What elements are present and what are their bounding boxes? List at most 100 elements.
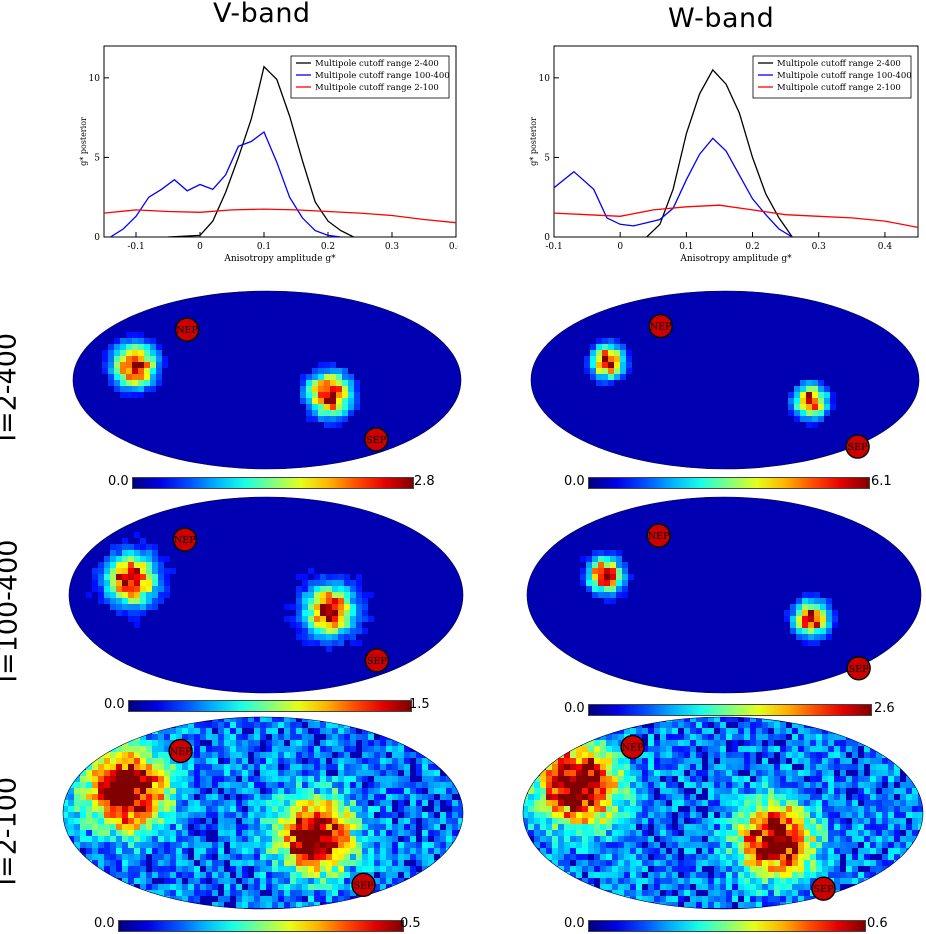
anisotropy-map-w-100-400: NEP SEP bbox=[526, 496, 922, 694]
colorbar-gradient bbox=[132, 477, 414, 489]
colorbar-gradient bbox=[118, 920, 404, 932]
y-tick-label: 5 bbox=[544, 153, 550, 163]
pole-label: NEP bbox=[174, 535, 196, 546]
sep-marker: SEP bbox=[846, 656, 871, 681]
colorbar-max: 1.5 bbox=[409, 697, 430, 712]
pole-circle bbox=[174, 317, 200, 342]
colorbar-gradient bbox=[588, 477, 870, 489]
pole-circle bbox=[364, 427, 389, 452]
colorbar-min: 0.0 bbox=[104, 697, 125, 712]
row-label-2-400: l=2-400 bbox=[0, 332, 23, 442]
nep-marker: NEP bbox=[174, 317, 200, 342]
colorbar-v-100-400: 0.0 1.5 bbox=[104, 697, 444, 713]
sep-marker: SEP bbox=[364, 427, 389, 452]
legend: Multipole cutoff range 2-400 Multipole cu… bbox=[290, 55, 450, 99]
colorbar-gradient bbox=[588, 920, 866, 932]
series-line-2 bbox=[554, 204, 918, 229]
colorbar-min: 0.0 bbox=[564, 701, 585, 716]
legend-label: Multipole cutoff range 2-100 bbox=[315, 83, 439, 93]
map-outline bbox=[522, 716, 924, 910]
anisotropy-map-v-100-400: NEP SEP bbox=[68, 496, 464, 694]
colorbar-max: 0.5 bbox=[400, 916, 421, 931]
y-axis-label: g* posterior bbox=[79, 117, 88, 166]
pole-label: SEP bbox=[366, 435, 386, 446]
colorbar-gradient bbox=[588, 704, 872, 716]
x-tick-label: 0.1 bbox=[257, 242, 271, 252]
colorbar-w-2-400: 0.0 6.1 bbox=[564, 474, 904, 490]
x-tick-label: 0.4 bbox=[449, 242, 458, 252]
colorbar-max: 0.6 bbox=[867, 916, 888, 931]
x-tick-label: 0.1 bbox=[679, 242, 693, 252]
nep-marker: NEP bbox=[648, 313, 673, 339]
colorbar-max: 2.6 bbox=[874, 701, 895, 716]
sep-marker: SEP bbox=[811, 876, 836, 901]
map-outline bbox=[62, 716, 464, 910]
map-outline bbox=[72, 290, 462, 470]
legend-box bbox=[290, 55, 450, 99]
x-tick-label: 0.2 bbox=[745, 242, 759, 252]
map-outline bbox=[526, 496, 922, 694]
anisotropy-map-v-2-100: NEP SEP bbox=[62, 716, 464, 910]
series-line-1 bbox=[110, 130, 341, 237]
colorbar-gradient bbox=[128, 700, 412, 712]
colorbar-v-2-400: 0.0 2.8 bbox=[108, 474, 438, 490]
pole-circle bbox=[646, 523, 671, 548]
pole-label: NEP bbox=[176, 325, 198, 336]
colorbar-min: 0.0 bbox=[564, 474, 585, 489]
colorbar-max: 2.8 bbox=[414, 474, 435, 489]
legend-label: Multipole cutoff range 2-400 bbox=[315, 59, 439, 69]
map-pixels bbox=[63, 717, 463, 909]
row-label-2-100: l=2-100 bbox=[0, 776, 23, 886]
legend-box bbox=[752, 55, 912, 99]
pole-label: NEP bbox=[170, 746, 192, 757]
legend-label: Multipole cutoff range 100-400 bbox=[315, 71, 450, 81]
map-outline bbox=[530, 290, 920, 470]
x-tick-label: 0.3 bbox=[812, 242, 827, 252]
map-pixels bbox=[523, 717, 923, 909]
series-line-2 bbox=[104, 208, 456, 224]
pole-circle bbox=[846, 656, 871, 681]
x-axis-label: Anisotropy amplitude g* bbox=[223, 254, 336, 264]
pole-circle bbox=[351, 872, 376, 897]
pole-label: SEP bbox=[814, 884, 834, 895]
x-tick-label: 0 bbox=[197, 242, 203, 252]
anisotropy-map-w-2-100: NEP SEP bbox=[522, 716, 924, 910]
colorbar-min: 0.0 bbox=[94, 916, 115, 931]
x-tick-label: -0.1 bbox=[127, 242, 144, 252]
colorbar-v-2-100: 0.0 0.5 bbox=[94, 916, 444, 934]
sep-marker: SEP bbox=[364, 648, 390, 673]
legend-label: Multipole cutoff range 2-400 bbox=[777, 59, 901, 69]
x-axis-label: Anisotropy amplitude g* bbox=[679, 254, 792, 264]
legend-label: Multipole cutoff range 100-400 bbox=[777, 71, 912, 81]
row-label-100-400: l=100-400 bbox=[0, 539, 24, 683]
pole-label: SEP bbox=[367, 656, 387, 667]
legend: Multipole cutoff range 2-400 Multipole cu… bbox=[752, 55, 912, 99]
pole-label: NEP bbox=[622, 743, 644, 754]
pole-label: SEP bbox=[849, 664, 869, 675]
posterior-chart-v-band: -0.1 0 0.1 0.2 0.3 0.4 0 5 10 Anisotropy amplitud… bbox=[79, 45, 458, 264]
y-axis-label: g* posterior bbox=[529, 117, 538, 166]
map-outline bbox=[68, 496, 464, 694]
map-pixels bbox=[69, 497, 463, 693]
nep-marker: NEP bbox=[620, 734, 645, 760]
x-tick-label: 0.3 bbox=[385, 242, 400, 252]
nep-marker: NEP bbox=[168, 738, 193, 764]
pole-label: SEP bbox=[354, 880, 374, 891]
pole-circle bbox=[364, 648, 390, 673]
colorbar-min: 0.0 bbox=[564, 916, 585, 931]
pole-circle bbox=[845, 434, 870, 459]
pole-label: SEP bbox=[848, 442, 868, 453]
sep-marker: SEP bbox=[351, 872, 376, 897]
x-tick-label: 0.4 bbox=[878, 242, 893, 252]
pole-circle bbox=[168, 738, 193, 764]
y-tick-label: 5 bbox=[94, 153, 100, 163]
map-pixels bbox=[73, 291, 461, 469]
sep-marker: SEP bbox=[845, 434, 870, 459]
colorbar-max: 6.1 bbox=[871, 474, 892, 489]
pole-circle bbox=[620, 734, 645, 760]
anisotropy-map-v-2-400: NEP SEP bbox=[72, 290, 462, 470]
pole-circle bbox=[648, 313, 673, 339]
y-tick-label: 10 bbox=[89, 74, 101, 84]
colorbar-w-2-100: 0.0 0.6 bbox=[564, 916, 904, 934]
